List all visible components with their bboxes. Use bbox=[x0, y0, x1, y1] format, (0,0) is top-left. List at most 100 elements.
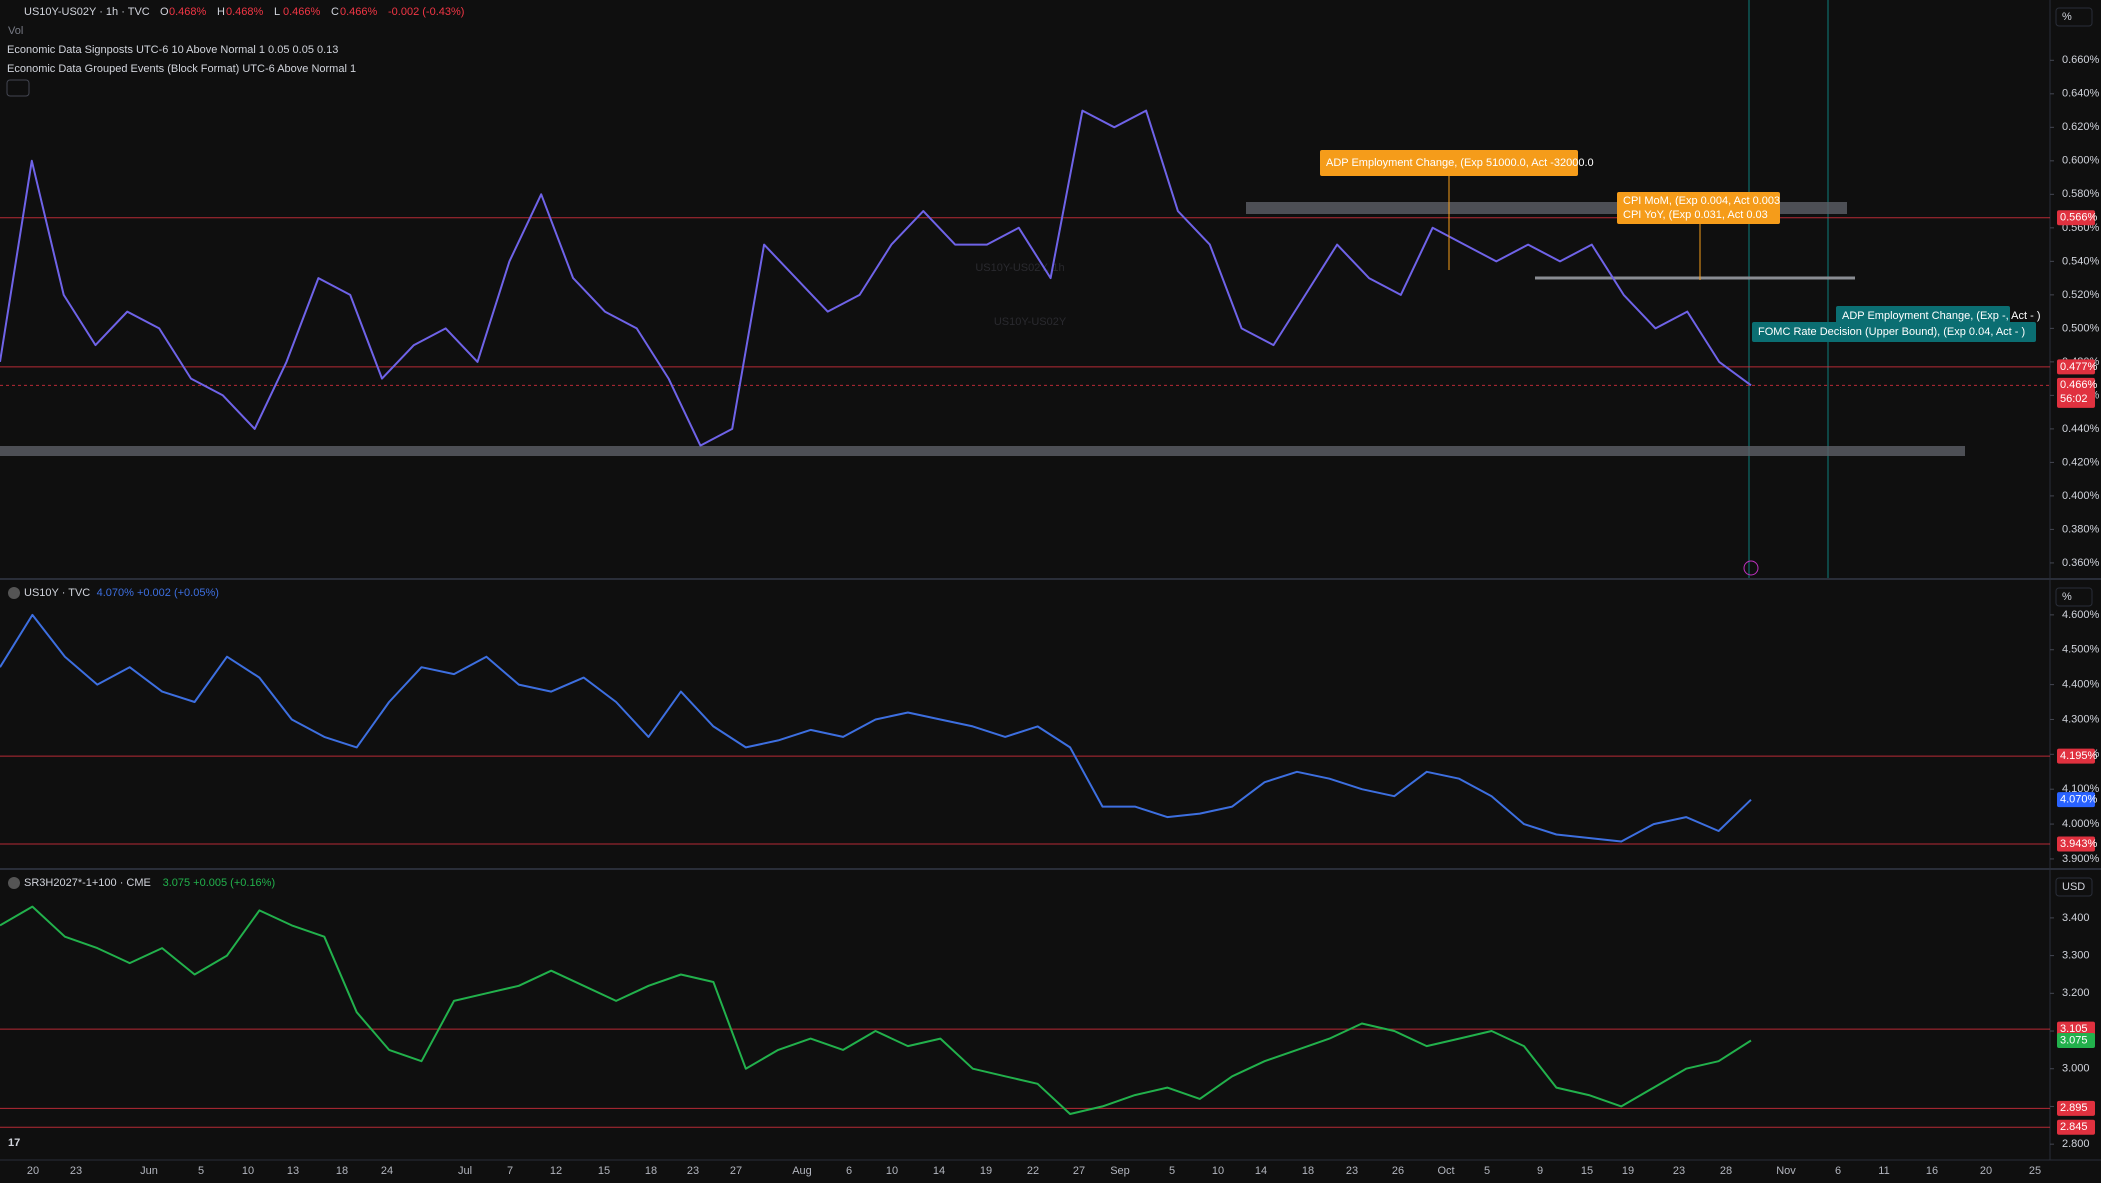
event-label[interactable] bbox=[1320, 150, 1578, 176]
time-label: 25 bbox=[2029, 1165, 2041, 1177]
time-label: 27 bbox=[730, 1165, 742, 1177]
price-tick-label: 3.900% bbox=[2062, 853, 2100, 865]
price-badge-label: 3.105 bbox=[2060, 1023, 2088, 1035]
time-label: 14 bbox=[933, 1165, 945, 1177]
event-text: CPI MoM, (Exp 0.004, Act 0.003 bbox=[1623, 195, 1780, 207]
time-label: 20 bbox=[1980, 1165, 1992, 1177]
event-text: CPI YoY, (Exp 0.031, Act 0.03 bbox=[1623, 209, 1768, 221]
price-tick-label: 0.500% bbox=[2062, 322, 2100, 334]
price-badge-label: 0.566% bbox=[2060, 212, 2098, 224]
event-label[interactable] bbox=[1836, 306, 2010, 326]
time-label: 18 bbox=[336, 1165, 348, 1177]
price-badge-label: 4.195% bbox=[2060, 750, 2098, 762]
price-badge bbox=[2057, 748, 2095, 764]
price-tick-label: 0.580% bbox=[2062, 188, 2100, 200]
time-label: 11 bbox=[1878, 1165, 1889, 1177]
logo[interactable]: 17 bbox=[8, 1137, 20, 1149]
time-label: 14 bbox=[1255, 1165, 1267, 1177]
price-tick-label: 0.520% bbox=[2062, 289, 2100, 301]
event-text: FOMC Rate Decision (Upper Bound), (Exp 0… bbox=[1758, 326, 2025, 338]
time-label: 12 bbox=[550, 1165, 562, 1177]
price-tick-label: 0.620% bbox=[2062, 121, 2100, 133]
pane-quote: 3.075 +0.005 (+0.16%) bbox=[163, 877, 276, 889]
event-text: ADP Employment Change, (Exp 51000.0, Act… bbox=[1326, 157, 1594, 169]
time-label: 6 bbox=[846, 1165, 852, 1177]
indicator-label: Economic Data Signposts UTC-6 10 Above N… bbox=[7, 44, 338, 56]
collapse-button[interactable] bbox=[6, 79, 30, 97]
time-label: 10 bbox=[242, 1165, 254, 1177]
time-label: Jul bbox=[458, 1165, 472, 1177]
time-label: 20 bbox=[27, 1165, 39, 1177]
price-badge-label: 0.477% bbox=[2060, 361, 2098, 373]
time-label: Nov bbox=[1776, 1165, 1796, 1177]
time-label: 19 bbox=[1622, 1165, 1634, 1177]
countdown: 56:02 bbox=[2060, 393, 2088, 405]
event-label[interactable] bbox=[1617, 192, 1780, 210]
symbol-icon bbox=[8, 587, 20, 599]
time-label: 10 bbox=[1212, 1165, 1224, 1177]
price-tick-label: 4.300% bbox=[2062, 713, 2100, 725]
time-label: 23 bbox=[1673, 1165, 1685, 1177]
price-badge bbox=[2057, 836, 2095, 852]
unit-button[interactable] bbox=[2055, 877, 2093, 897]
unit-button[interactable] bbox=[2055, 587, 2093, 607]
zone bbox=[0, 446, 1965, 456]
price-badge bbox=[2057, 1100, 2095, 1116]
ohlc-key: H bbox=[217, 6, 225, 18]
time-label: 15 bbox=[598, 1165, 610, 1177]
price-badge-label: 0.466% bbox=[2060, 379, 2098, 391]
price-badge-label: 3.943% bbox=[2060, 838, 2098, 850]
price-tick-label: 4.400% bbox=[2062, 679, 2100, 691]
price-tick-label: 0.360% bbox=[2062, 557, 2100, 569]
time-label: 6 bbox=[1835, 1165, 1841, 1177]
event-label[interactable] bbox=[1617, 206, 1780, 224]
time-label: 15 bbox=[1581, 1165, 1593, 1177]
price-tick-label: 4.000% bbox=[2062, 818, 2100, 830]
price-line bbox=[0, 905, 1752, 1115]
price-tick-label: 3.400 bbox=[2062, 912, 2090, 924]
price-tick-label: 0.400% bbox=[2062, 490, 2100, 502]
time-label: 13 bbox=[287, 1165, 299, 1177]
time-label: 7 bbox=[507, 1165, 513, 1177]
price-tick-label: 0.420% bbox=[2062, 456, 2100, 468]
change: -0.002 (-0.43%) bbox=[388, 6, 464, 18]
unit-button[interactable] bbox=[2055, 7, 2093, 27]
pane-quote: 4.070% +0.002 (+0.05%) bbox=[97, 587, 219, 599]
time-label: 5 bbox=[1484, 1165, 1490, 1177]
event-marker[interactable] bbox=[1743, 560, 1759, 576]
time-label: 27 bbox=[1073, 1165, 1085, 1177]
ohlc-key: O bbox=[160, 6, 169, 18]
price-badge bbox=[2057, 1119, 2095, 1135]
time-label: Sep bbox=[1110, 1165, 1130, 1177]
price-badge bbox=[2057, 377, 2095, 408]
time-label: 5 bbox=[1169, 1165, 1175, 1177]
time-label: 16 bbox=[1926, 1165, 1938, 1177]
price-badge bbox=[2057, 792, 2095, 808]
price-tick-label: 4.600% bbox=[2062, 609, 2100, 621]
price-badge bbox=[2057, 359, 2095, 375]
price-badge bbox=[2057, 1021, 2095, 1037]
time-label: 19 bbox=[980, 1165, 992, 1177]
event-text: ADP Employment Change, (Exp -, Act - ) bbox=[1842, 310, 2040, 322]
price-badge-label: 4.070% bbox=[2060, 794, 2098, 806]
event-label[interactable] bbox=[1752, 322, 2036, 342]
time-label: 23 bbox=[70, 1165, 82, 1177]
price-badge-label: 2.845 bbox=[2060, 1121, 2088, 1133]
time-label: 24 bbox=[381, 1165, 393, 1177]
price-tick-label: 3.300 bbox=[2062, 950, 2090, 962]
price-tick-label: 3.000 bbox=[2062, 1063, 2090, 1075]
unit-label: % bbox=[2062, 591, 2072, 603]
time-label: 23 bbox=[687, 1165, 699, 1177]
symbol-icon bbox=[8, 877, 20, 889]
price-tick-label: 0.600% bbox=[2062, 155, 2100, 167]
ohlc-value: 0.466% bbox=[283, 6, 321, 18]
time-label: 26 bbox=[1392, 1165, 1404, 1177]
price-tick-label: 0.440% bbox=[2062, 423, 2100, 435]
time-label: 18 bbox=[645, 1165, 657, 1177]
indicator-label: Economic Data Grouped Events (Block Form… bbox=[7, 63, 356, 75]
unit-label: % bbox=[2062, 11, 2072, 23]
price-badge bbox=[2057, 210, 2095, 226]
